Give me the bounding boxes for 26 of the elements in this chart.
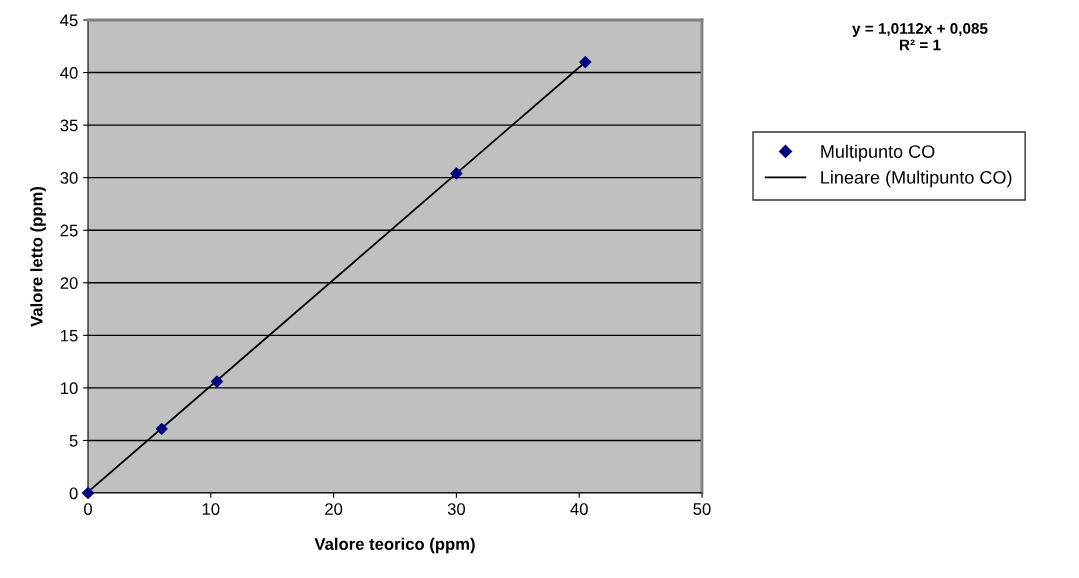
x-tick-label: 10 (202, 503, 220, 515)
y-tick-label: 0 (69, 487, 78, 500)
x-tick-label: 50 (693, 503, 711, 515)
y-tick-label: 10 (61, 382, 78, 395)
y-tick-label: 15 (61, 329, 78, 342)
y-tick-label: 35 (60, 119, 78, 132)
text: y = 1,0112x + 0,085 R² = 1 (852, 23, 988, 51)
y-tick-label: 30 (60, 172, 78, 184)
point (579, 55, 592, 69)
x-tick-label: 20 (325, 503, 343, 515)
x-tick-label: 0 (84, 503, 92, 515)
x-axis-title: Valore teorico (ppm) (314, 537, 475, 554)
y-tick-label: 20 (60, 277, 78, 289)
point (155, 422, 168, 435)
y-axis-title: Valore letto (ppm) (30, 186, 46, 327)
y-tick-label: 45 (60, 14, 78, 27)
x-tick-label: 40 (570, 503, 588, 515)
point (81, 486, 95, 500)
legend-label: Lineare (Multipunto CO) (821, 170, 1012, 188)
y-tick-label: 5 (69, 435, 78, 447)
y-tick-label: 40 (60, 66, 78, 79)
point (450, 167, 463, 180)
point (210, 375, 224, 388)
legend-label: Multipunto CO (821, 144, 935, 162)
x-tick-label: 30 (447, 503, 466, 515)
y-tick-label: 25 (60, 224, 78, 237)
